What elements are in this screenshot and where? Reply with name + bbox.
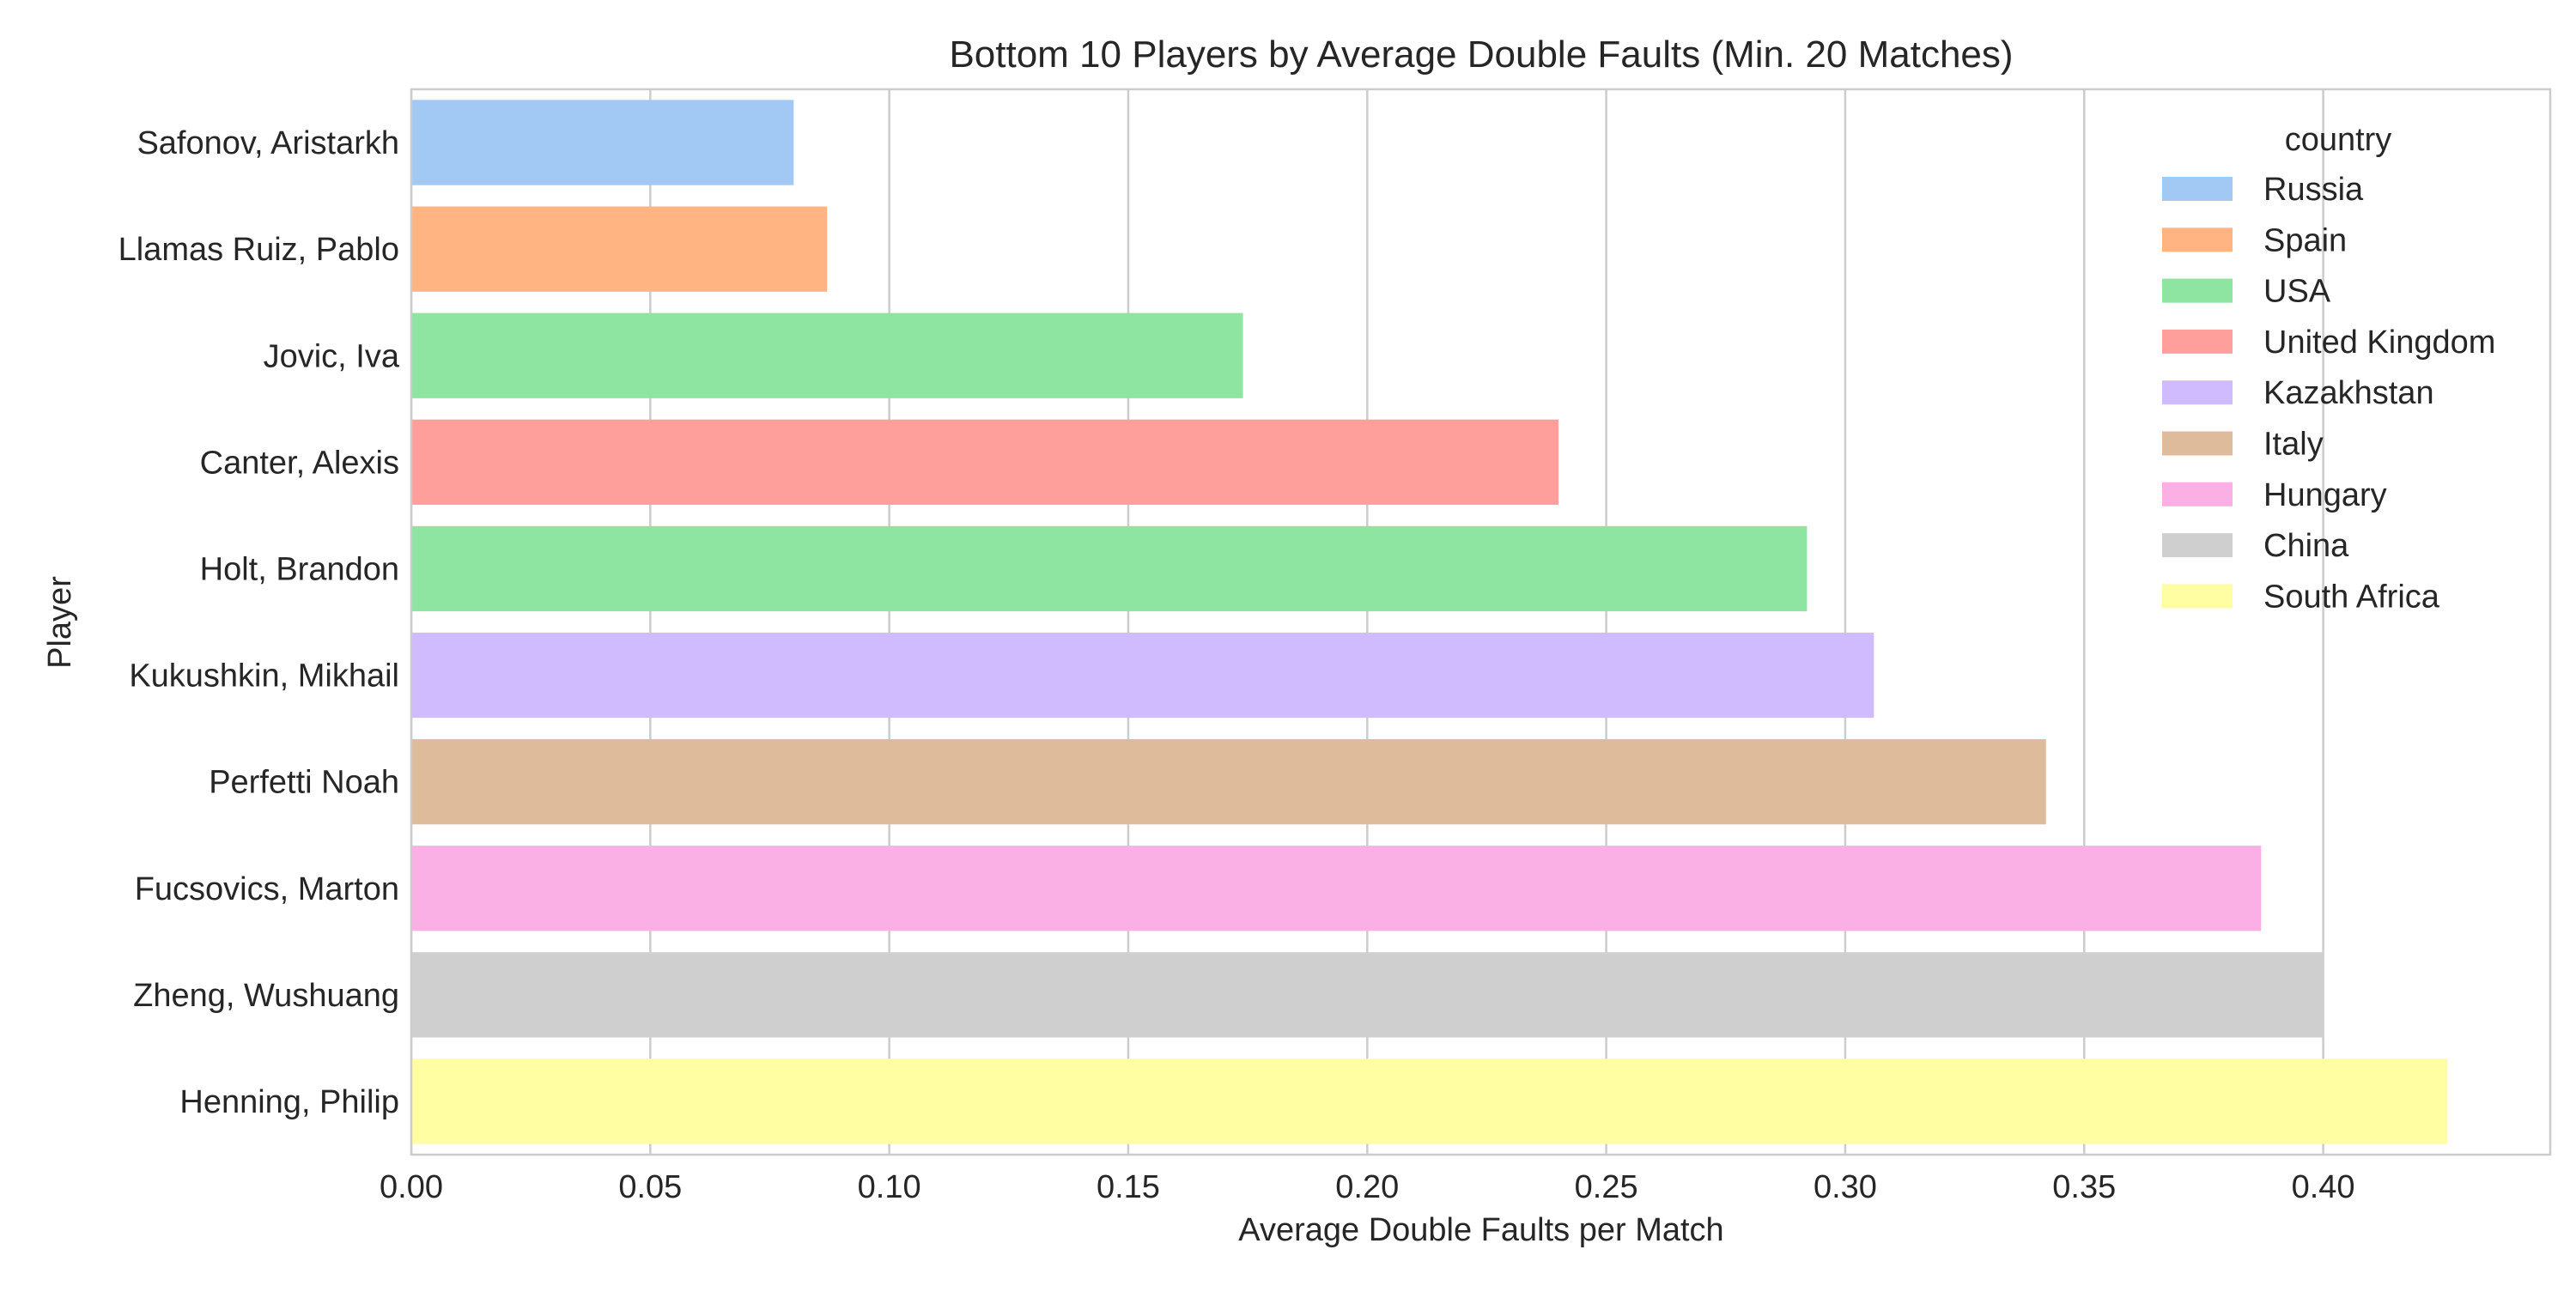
bar: [411, 846, 2262, 931]
legend-swatch: [2162, 227, 2233, 252]
bar: [411, 312, 1243, 398]
legend: country Russia Spain USA United Kingdom Kaza…: [2162, 122, 2495, 615]
plot-frame: [410, 88, 2552, 1156]
y-tick-label: Zheng, Wushuang: [133, 978, 399, 1014]
bar: [411, 206, 828, 292]
y-tick-label: Fucsovics, Marton: [135, 871, 399, 907]
bar: [411, 419, 1558, 505]
legend-label: USA: [2263, 274, 2331, 310]
y-tick-labels: Safonov, Aristarkh Llamas Ruiz, Pablo Jovi…: [118, 125, 400, 1120]
x-tick-label: 0.00: [380, 1169, 443, 1205]
bars: [411, 100, 2448, 1144]
bar: [411, 1058, 2448, 1144]
legend-swatch: [2162, 482, 2233, 506]
x-tick-label: 0.25: [1575, 1169, 1638, 1205]
y-axis-label: Player: [42, 576, 78, 669]
legend-swatch: [2162, 177, 2233, 201]
legend-swatch: [2162, 278, 2233, 303]
x-tick-label: 0.35: [2052, 1169, 2116, 1205]
bar: [411, 632, 1874, 719]
legend-swatch: [2162, 431, 2233, 456]
legend-label: United Kingdom: [2263, 325, 2495, 361]
chart-title: Bottom 10 Players by Average Double Faul…: [949, 33, 2013, 76]
legend-label: Russia: [2263, 172, 2364, 208]
y-tick-label: Henning, Philip: [179, 1084, 399, 1120]
x-tick-label: 0.15: [1097, 1169, 1160, 1205]
y-tick-label: Safonov, Aristarkh: [137, 125, 399, 161]
legend-swatch: [2162, 533, 2233, 558]
legend-label: Spain: [2263, 222, 2347, 258]
y-tick-label: Kukushkin, Mikhail: [129, 658, 399, 695]
legend-label: Hungary: [2263, 477, 2387, 513]
y-tick-label: Jovic, Iva: [264, 338, 400, 374]
x-tick-label: 0.40: [2292, 1169, 2355, 1205]
x-axis-label: Average Double Faults per Match: [1238, 1212, 1723, 1248]
y-tick-label: Perfetti Noah: [209, 765, 399, 801]
y-tick-label: Holt, Brandon: [200, 551, 399, 587]
legend-swatch: [2162, 584, 2233, 609]
legend-label: Kazakhstan: [2263, 375, 2434, 411]
legend-swatch: [2162, 380, 2233, 405]
x-tick-label: 0.30: [1814, 1169, 1877, 1205]
legend-title: country: [2285, 122, 2392, 158]
y-tick-label: Llamas Ruiz, Pablo: [118, 232, 399, 268]
x-tick-labels: 0.00 0.05 0.10 0.15 0.20 0.25 0.30 0.35 0.40: [380, 1169, 2355, 1205]
legend-label: South Africa: [2263, 579, 2440, 615]
bar: [411, 952, 2324, 1038]
bar: [411, 739, 2046, 825]
legend-label: Italy: [2263, 427, 2324, 463]
bar: [411, 100, 794, 185]
x-tick-label: 0.20: [1335, 1169, 1399, 1205]
bar: [411, 525, 1807, 612]
legend-label: China: [2263, 528, 2349, 564]
legend-swatch: [2162, 329, 2233, 354]
x-tick-label: 0.10: [858, 1169, 921, 1205]
x-tick-label: 0.05: [618, 1169, 682, 1205]
y-tick-label: Canter, Alexis: [200, 445, 399, 481]
